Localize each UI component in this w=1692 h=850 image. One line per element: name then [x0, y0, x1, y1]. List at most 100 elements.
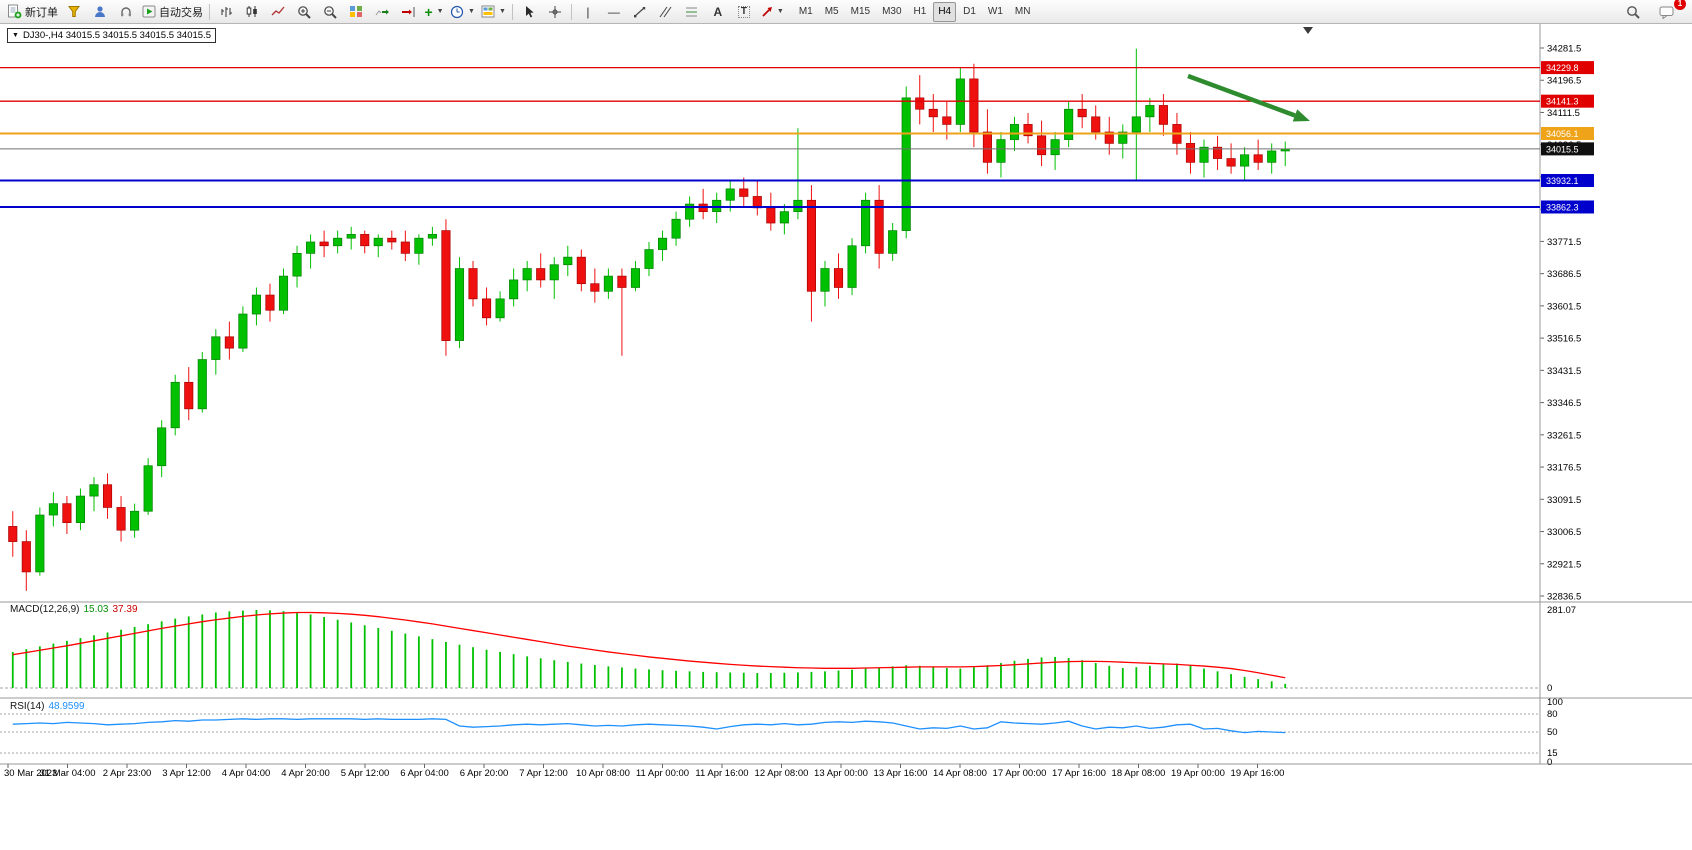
rsi-value: 48.9599	[48, 701, 85, 712]
candle-body	[549, 264, 559, 281]
tile-windows-icon	[350, 6, 362, 17]
zoom-out-icon	[323, 5, 337, 19]
fibonacci-button[interactable]	[679, 2, 705, 22]
candle-body	[346, 234, 356, 239]
chart-shift-button[interactable]	[395, 2, 421, 22]
time-tick-label: 12 Apr 08:00	[755, 768, 809, 779]
candle-body	[130, 510, 140, 531]
chevron-down-icon: ▼	[436, 8, 444, 15]
chart-shift-marker[interactable]	[1303, 27, 1313, 34]
tile-windows-button[interactable]	[343, 2, 369, 22]
periods-button[interactable]: ▼	[447, 2, 478, 22]
tf-button-w1[interactable]: W1	[987, 6, 1003, 17]
bar-chart-button[interactable]	[213, 2, 239, 22]
tf-button-m30[interactable]: M30	[882, 6, 902, 17]
macd-signal-value: 37.39	[112, 604, 138, 615]
collapse-caret-icon[interactable]: ▼	[12, 32, 19, 39]
crosshair-button[interactable]	[542, 2, 568, 22]
svg-text:33932.1: 33932.1	[1546, 176, 1579, 186]
user-icon	[95, 6, 105, 17]
support-button[interactable]	[113, 2, 139, 22]
candle-body	[224, 336, 234, 349]
trend-arrow-head[interactable]	[1292, 109, 1310, 122]
price-tick-label: 33771.5	[1547, 237, 1581, 248]
price-tick-label: 33346.5	[1547, 398, 1581, 409]
time-tick-label: 17 Apr 16:00	[1052, 768, 1106, 779]
tf-button-m5[interactable]: M5	[824, 6, 839, 17]
text-button[interactable]: A	[705, 2, 731, 22]
search-button[interactable]	[1620, 2, 1646, 22]
price-tag	[1541, 126, 1594, 140]
candle-body	[671, 218, 681, 239]
tf-button-h1[interactable]: H1	[913, 6, 927, 17]
svg-text:34056.1: 34056.1	[1546, 129, 1579, 139]
time-tick-label: 13 Apr 16:00	[874, 768, 928, 779]
candle-body	[563, 256, 573, 266]
candle-body	[576, 256, 586, 285]
candle-body	[536, 268, 546, 281]
candle-body	[1267, 150, 1277, 163]
candle-body	[21, 541, 31, 573]
axis-layer[interactable]: 34281.534196.534111.534026.533941.533856…	[0, 24, 1692, 779]
horizontal-line-button[interactable]: —	[601, 2, 627, 22]
price-tag	[1541, 61, 1594, 75]
cursor-button[interactable]	[516, 2, 542, 22]
arrows-button[interactable]: ▼	[757, 2, 787, 22]
templates-button[interactable]: ▼	[478, 2, 509, 22]
toolbar-separator	[570, 3, 572, 20]
rsi-axis-label: 0	[1547, 757, 1552, 768]
candle-body	[1050, 139, 1060, 156]
label-button[interactable]: T	[731, 2, 757, 22]
tf-button-mn[interactable]: MN	[1014, 6, 1031, 17]
autotrading-icon	[142, 5, 156, 18]
time-tick-label: 6 Apr 04:00	[400, 768, 449, 779]
candle-body	[1158, 105, 1168, 125]
user-button[interactable]	[87, 2, 113, 22]
price-tick-label: 32836.5	[1547, 592, 1581, 603]
rsi-line	[12, 718, 1286, 734]
candle-body	[468, 268, 478, 300]
toolbar-separator	[209, 3, 210, 20]
autotrading-button[interactable]: 自动交易	[139, 2, 206, 22]
tf-button-d1[interactable]: D1	[963, 6, 976, 17]
candlestick-chart-button[interactable]	[239, 2, 265, 22]
zoom-in-button[interactable]	[291, 2, 317, 22]
chart-title: ▼ DJ30-,H4 34015.5 34015.5 34015.5 34015…	[7, 28, 216, 43]
notifications-button[interactable]: 1	[1654, 0, 1686, 22]
candle-body	[441, 230, 451, 341]
zoom-in-icon	[297, 5, 311, 19]
line-chart-button[interactable]	[265, 2, 291, 22]
macd-name: MACD(12,26,9)	[10, 604, 80, 615]
tf-button-m15[interactable]: M15	[850, 6, 871, 17]
search-icon	[1627, 5, 1640, 19]
candle-body	[454, 268, 465, 341]
tf-button-m1[interactable]: M1	[798, 6, 813, 17]
hlines-layer[interactable]	[0, 66, 1540, 208]
toolbar-separator	[511, 3, 513, 20]
candle-body	[278, 275, 289, 311]
auto-scroll-button[interactable]	[369, 2, 395, 22]
arrow-object-icon	[762, 6, 772, 17]
trend-arrow-shaft[interactable]	[1187, 73, 1296, 118]
time-tick-label: 2 Apr 23:00	[103, 768, 152, 779]
candle-body	[725, 188, 735, 201]
chart-canvas[interactable]: 34281.534196.534111.534026.533941.533856…	[0, 24, 1692, 784]
channel-button[interactable]	[653, 2, 679, 22]
svg-text:34141.3: 34141.3	[1546, 97, 1579, 107]
funnel-button[interactable]	[61, 2, 87, 22]
candle-body	[779, 211, 789, 224]
time-tick-label: 17 Apr 00:00	[993, 768, 1047, 779]
annotation-layer[interactable]	[1187, 73, 1310, 122]
candle-body	[48, 503, 58, 516]
trendline-button[interactable]	[627, 2, 653, 22]
candle-body	[522, 268, 532, 281]
new-order-button[interactable]: 新订单	[4, 2, 61, 22]
tf-button-h4[interactable]: H4	[933, 1, 957, 22]
rsi-axis-label: 50	[1547, 727, 1558, 738]
time-tick-label: 13 Apr 00:00	[814, 768, 868, 779]
zoom-out-button[interactable]	[317, 2, 343, 22]
time-tick-label: 19 Apr 00:00	[1171, 768, 1225, 779]
vertical-line-button[interactable]: |	[575, 2, 601, 22]
indicators-button[interactable]: + ▼	[421, 2, 447, 22]
candle-body	[143, 465, 153, 512]
